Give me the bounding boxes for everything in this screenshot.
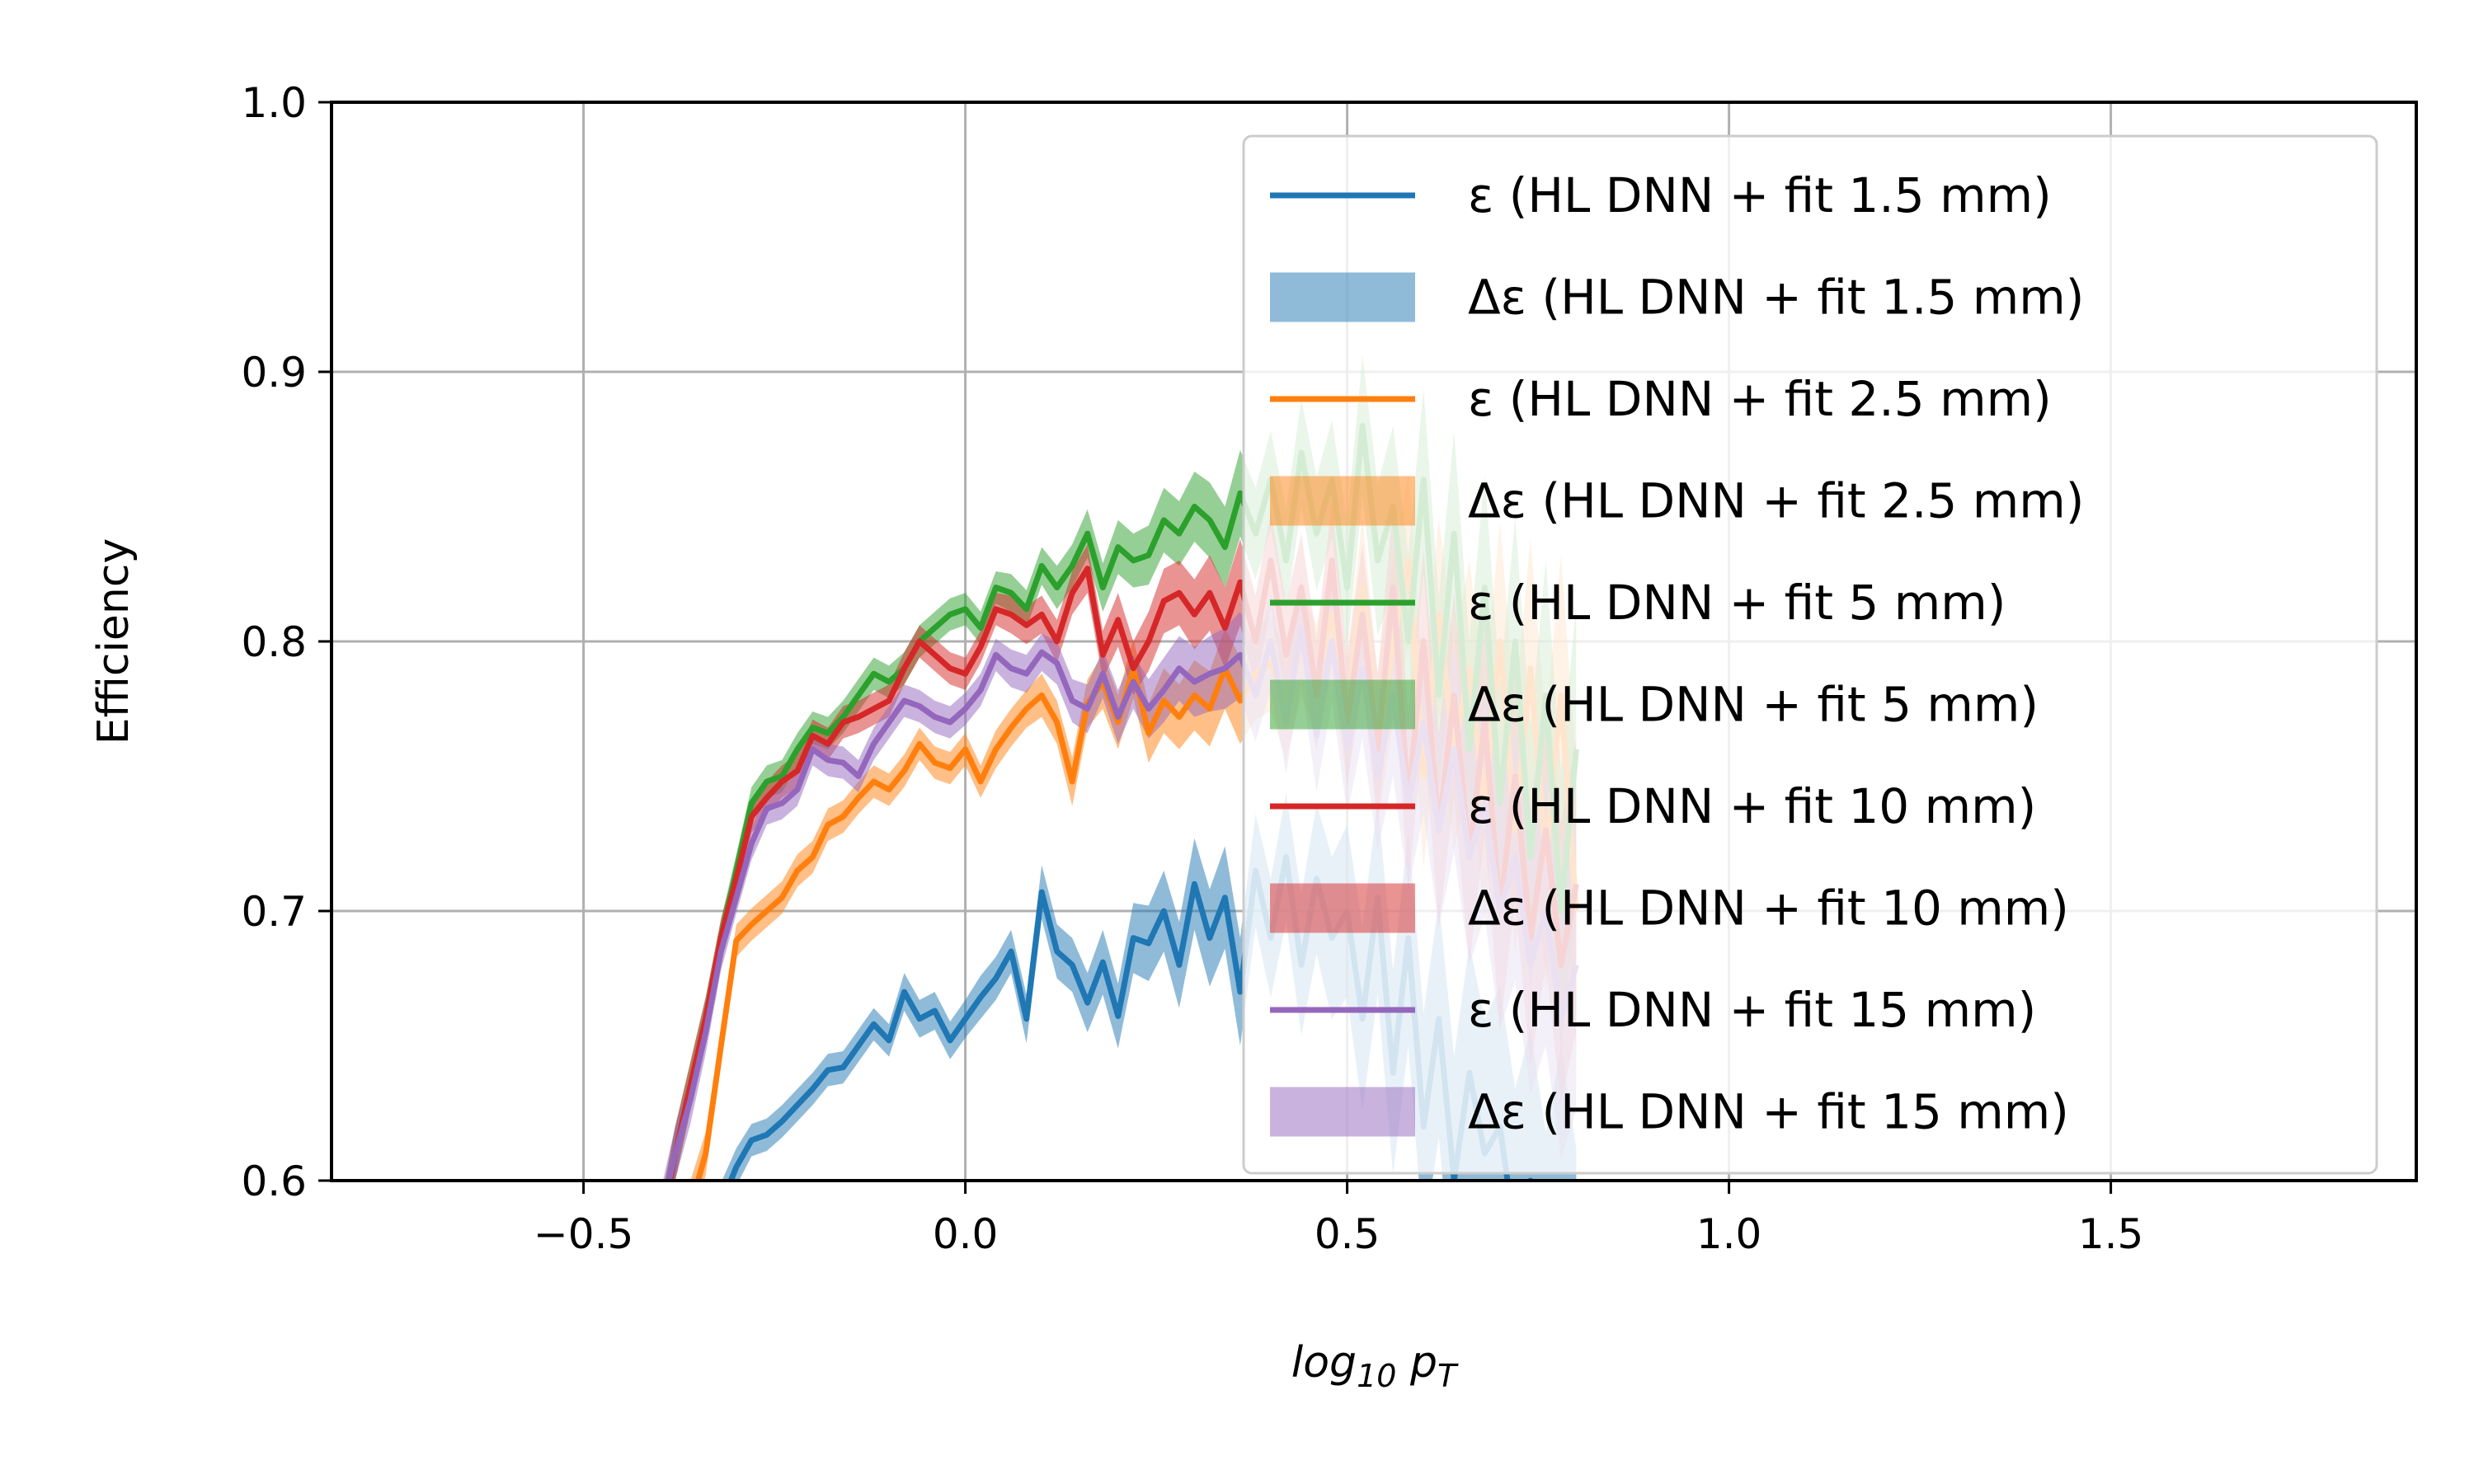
legend-band-label-2: Δε (HL DNN + fit 5 mm) xyxy=(1468,677,2039,733)
x-tick-label-4: 1.5 xyxy=(2078,1210,2144,1258)
y-tick-label-3: 0.9 xyxy=(241,349,307,397)
legend-band-swatch-4 xyxy=(1270,1087,1415,1137)
legend-band-swatch-1 xyxy=(1270,476,1415,526)
x-axis-label-base: log xyxy=(1291,1338,1357,1388)
axis-ticks: −0.5 0.0 0.5 1.0 1.5 0.6 0.7 0.8 0.9 1.0 xyxy=(241,79,2143,1258)
x-axis-label-subscript: 10 xyxy=(1357,1358,1396,1394)
legend-line-label-1: ε (HL DNN + fit 2.5 mm) xyxy=(1468,371,2052,427)
legend-band-swatch-3 xyxy=(1270,883,1415,933)
legend-band-label-0: Δε (HL DNN + fit 1.5 mm) xyxy=(1468,270,2084,326)
y-tick-label-4: 1.0 xyxy=(241,79,307,127)
x-axis-label-variable-subscript: T xyxy=(1437,1358,1459,1394)
x-axis-label-variable: p xyxy=(1396,1338,1437,1388)
y-tick-label-0: 0.6 xyxy=(241,1158,307,1205)
x-tick-label-3: 1.0 xyxy=(1696,1210,1762,1258)
y-tick-label-1: 0.7 xyxy=(241,888,307,936)
legend-band-label-3: Δε (HL DNN + fit 10 mm) xyxy=(1468,881,2069,937)
legend-band-swatch-0 xyxy=(1270,272,1415,322)
y-axis-label: Efficiency xyxy=(89,538,139,744)
x-tick-label-2: 0.5 xyxy=(1315,1210,1380,1258)
legend-line-label-4: ε (HL DNN + fit 15 mm) xyxy=(1468,982,2036,1038)
legend-band-label-4: Δε (HL DNN + fit 15 mm) xyxy=(1468,1084,2069,1140)
legend-line-label-2: ε (HL DNN + fit 5 mm) xyxy=(1468,575,2006,631)
legend-band-swatch-2 xyxy=(1270,679,1415,730)
x-tick-label-0: −0.5 xyxy=(534,1210,633,1258)
x-axis-label: log10 pT xyxy=(1291,1338,1459,1394)
legend: ε (HL DNN + fit 1.5 mm) Δε (HL DNN + fit … xyxy=(1242,134,2378,1175)
legend-line-label-0: ε (HL DNN + fit 1.5 mm) xyxy=(1468,167,2052,223)
legend-line-label-3: ε (HL DNN + fit 10 mm) xyxy=(1468,778,2036,834)
y-tick-label-2: 0.8 xyxy=(241,618,307,666)
legend-box xyxy=(1242,134,2378,1175)
legend-band-label-1: Δε (HL DNN + fit 2.5 mm) xyxy=(1468,473,2084,529)
x-tick-label-1: 0.0 xyxy=(933,1210,999,1258)
